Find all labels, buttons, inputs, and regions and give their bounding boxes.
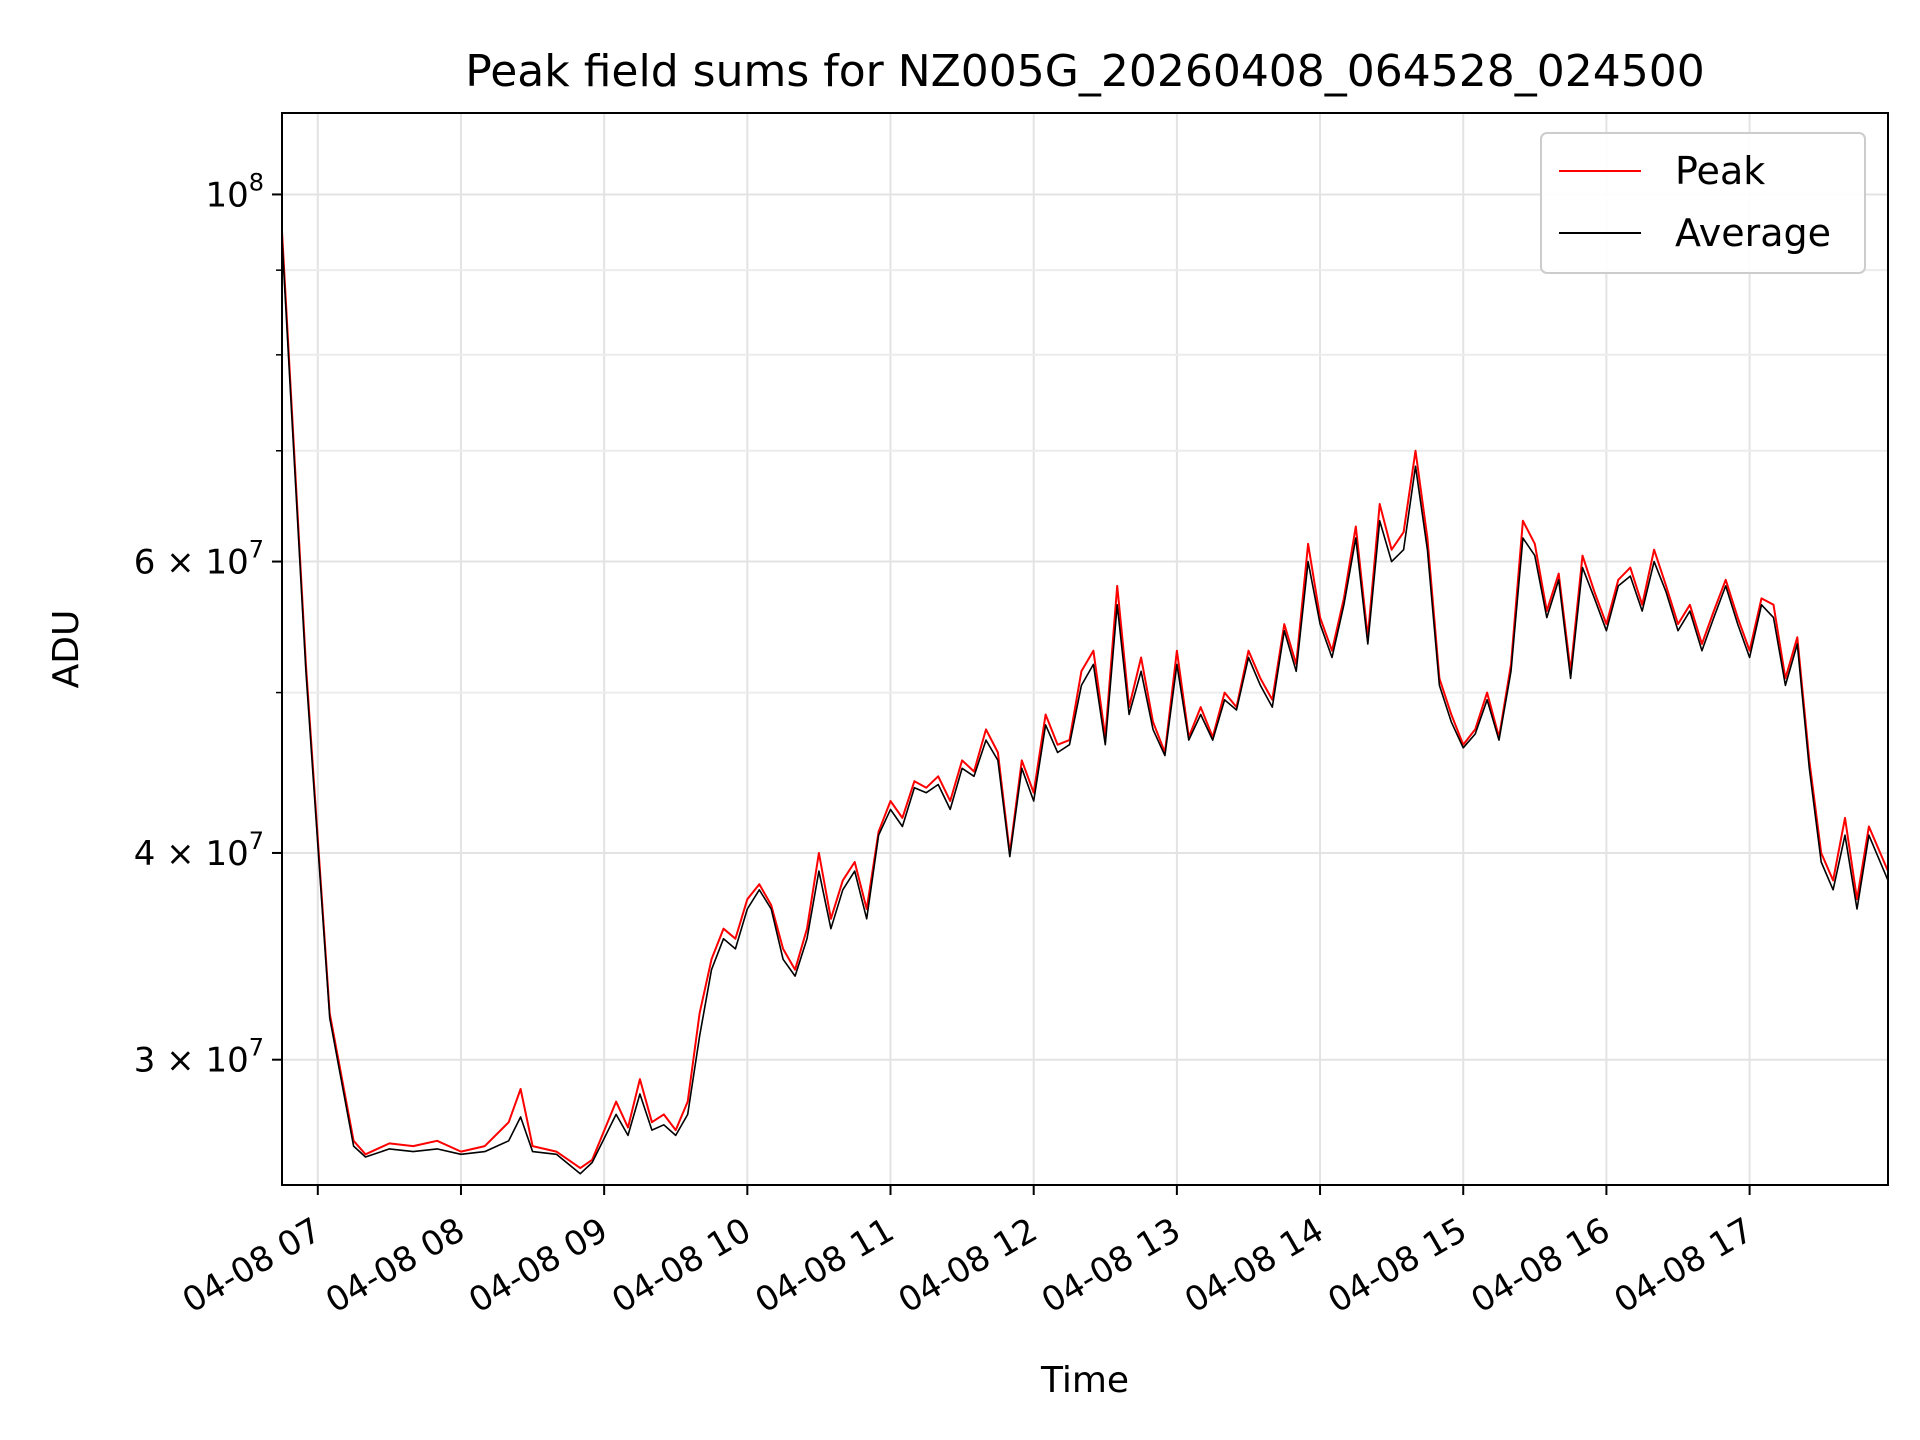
y-tick-label: 3 × 107 bbox=[134, 1034, 264, 1081]
y-tick-exponent: 8 bbox=[249, 168, 264, 196]
y-axis-label: ADU bbox=[46, 610, 87, 689]
plot-frame bbox=[281, 112, 1889, 1186]
y-tick-exponent: 7 bbox=[249, 1034, 264, 1062]
legend-box bbox=[1540, 132, 1866, 274]
series-line-peak bbox=[281, 231, 1889, 1170]
y-tick-exponent: 7 bbox=[249, 827, 264, 855]
series-line-average bbox=[281, 238, 1889, 1175]
y-tick-mantissa: 3 bbox=[134, 1041, 156, 1081]
chart-title: Peak field sums for NZ005G_20260408_0645… bbox=[465, 46, 1704, 97]
legend-label-peak: Peak bbox=[1675, 149, 1765, 193]
y-tick-label: 6 × 107 bbox=[134, 536, 264, 583]
legend-label-average: Average bbox=[1675, 211, 1831, 255]
y-tick-mantissa: 6 bbox=[134, 543, 156, 583]
y-tick-mantissa: 4 bbox=[134, 834, 156, 874]
y-tick-label: 108 bbox=[205, 168, 264, 215]
series-layer bbox=[281, 231, 1889, 1175]
y-tick-exponent: 7 bbox=[249, 536, 264, 564]
legend: Peak Average bbox=[1540, 132, 1866, 274]
x-axis-label: Time bbox=[1040, 1360, 1129, 1401]
y-tick-label: 4 × 107 bbox=[134, 827, 264, 874]
